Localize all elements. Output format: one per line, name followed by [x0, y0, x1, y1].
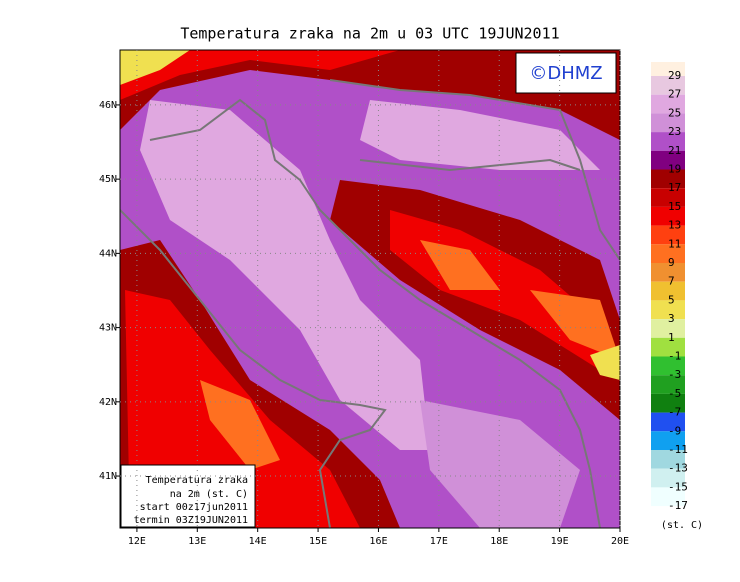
colorbar-box	[651, 225, 685, 245]
info-line: start 00z17jun2011	[140, 502, 248, 513]
colorbar-label: -1	[668, 350, 681, 363]
lat-tick-label: 43N	[99, 323, 117, 334]
info-box	[120, 464, 256, 528]
colorbar-box	[651, 244, 685, 263]
lon-tick-label: 16E	[369, 536, 387, 547]
colorbar-box	[651, 169, 685, 189]
colorbar-label: -3	[668, 368, 681, 381]
colorbar-label: -9	[668, 424, 681, 437]
colorbar-label: -7	[668, 406, 681, 419]
lon-tick-label: 12E	[128, 536, 146, 547]
colorbar-box	[651, 487, 685, 507]
lat-tick-label: 44N	[99, 248, 117, 259]
colorbar-label: 3	[668, 312, 675, 325]
logo-box	[515, 52, 617, 94]
colorbar-box	[651, 412, 685, 432]
colorbar-box	[651, 356, 685, 376]
colorbar-label: 13	[668, 219, 681, 232]
lon-tick-label: 15E	[309, 536, 327, 547]
colorbar-label: -15	[668, 480, 688, 493]
colorbar-box	[651, 393, 685, 413]
colorbar-label: 27	[668, 88, 681, 101]
lon-tick-label: 20E	[611, 536, 629, 547]
colorbar-box	[651, 94, 685, 114]
colorbar-box	[651, 132, 685, 151]
colorbar-box	[651, 450, 685, 469]
lat-tick-label: 42N	[99, 397, 117, 408]
lat-tick-label: 45N	[99, 174, 117, 185]
colorbar-box	[651, 468, 685, 488]
colorbar-box	[651, 206, 685, 226]
colorbar-box	[651, 281, 685, 301]
colorbar-box	[651, 431, 685, 450]
lon-tick-label: 19E	[551, 536, 569, 547]
colorbar-box	[651, 62, 685, 76]
colorbar-box	[651, 319, 685, 338]
colorbar-label: 5	[668, 293, 675, 306]
colorbar-unit: (st. C)	[661, 520, 703, 531]
colorbar-box	[651, 263, 685, 282]
info-line: na 2m (st. C)	[170, 489, 248, 500]
colorbar-box	[651, 76, 685, 95]
colorbar-label: 29	[668, 69, 681, 82]
colorbar-label: 25	[668, 106, 681, 119]
map-frame	[119, 49, 621, 529]
colorbar-label: 7	[668, 275, 675, 288]
colorbar-box	[651, 113, 685, 133]
colorbar-label: 23	[668, 125, 681, 138]
temperature-field	[120, 50, 620, 528]
lon-tick-label: 18E	[490, 536, 508, 547]
colorbar-label: -5	[668, 387, 681, 400]
colorbar-box	[651, 375, 685, 394]
colorbar-box	[651, 150, 685, 170]
lat-tick-label: 41N	[99, 471, 117, 482]
colorbar-label: 11	[668, 237, 681, 250]
colorbar-label: 17	[668, 181, 681, 194]
colorbar-label: 19	[668, 163, 681, 176]
colorbar-label: 1	[668, 331, 675, 344]
copyright: ©DHMZ	[529, 63, 602, 84]
lon-tick-label: 17E	[430, 536, 448, 547]
colorbar-label: -11	[668, 443, 688, 456]
colorbar-box	[651, 300, 685, 320]
colorbar-label: 15	[668, 200, 681, 213]
colorbar-label: 9	[668, 256, 675, 269]
lat-tick-label: 46N	[99, 100, 117, 111]
colorbar-box	[651, 337, 685, 357]
lon-tick-label: 13E	[188, 536, 206, 547]
colorbar-box	[651, 188, 685, 207]
lon-tick-label: 14E	[249, 536, 267, 547]
colorbar-label: 21	[668, 144, 681, 157]
colorbar-label: -17	[668, 499, 688, 512]
info-line: termin 03Z19JUN2011	[134, 515, 248, 526]
title: Temperatura zraka na 2m u 03 UTC 19JUN20…	[180, 25, 559, 43]
colorbar-label: -13	[668, 462, 688, 475]
